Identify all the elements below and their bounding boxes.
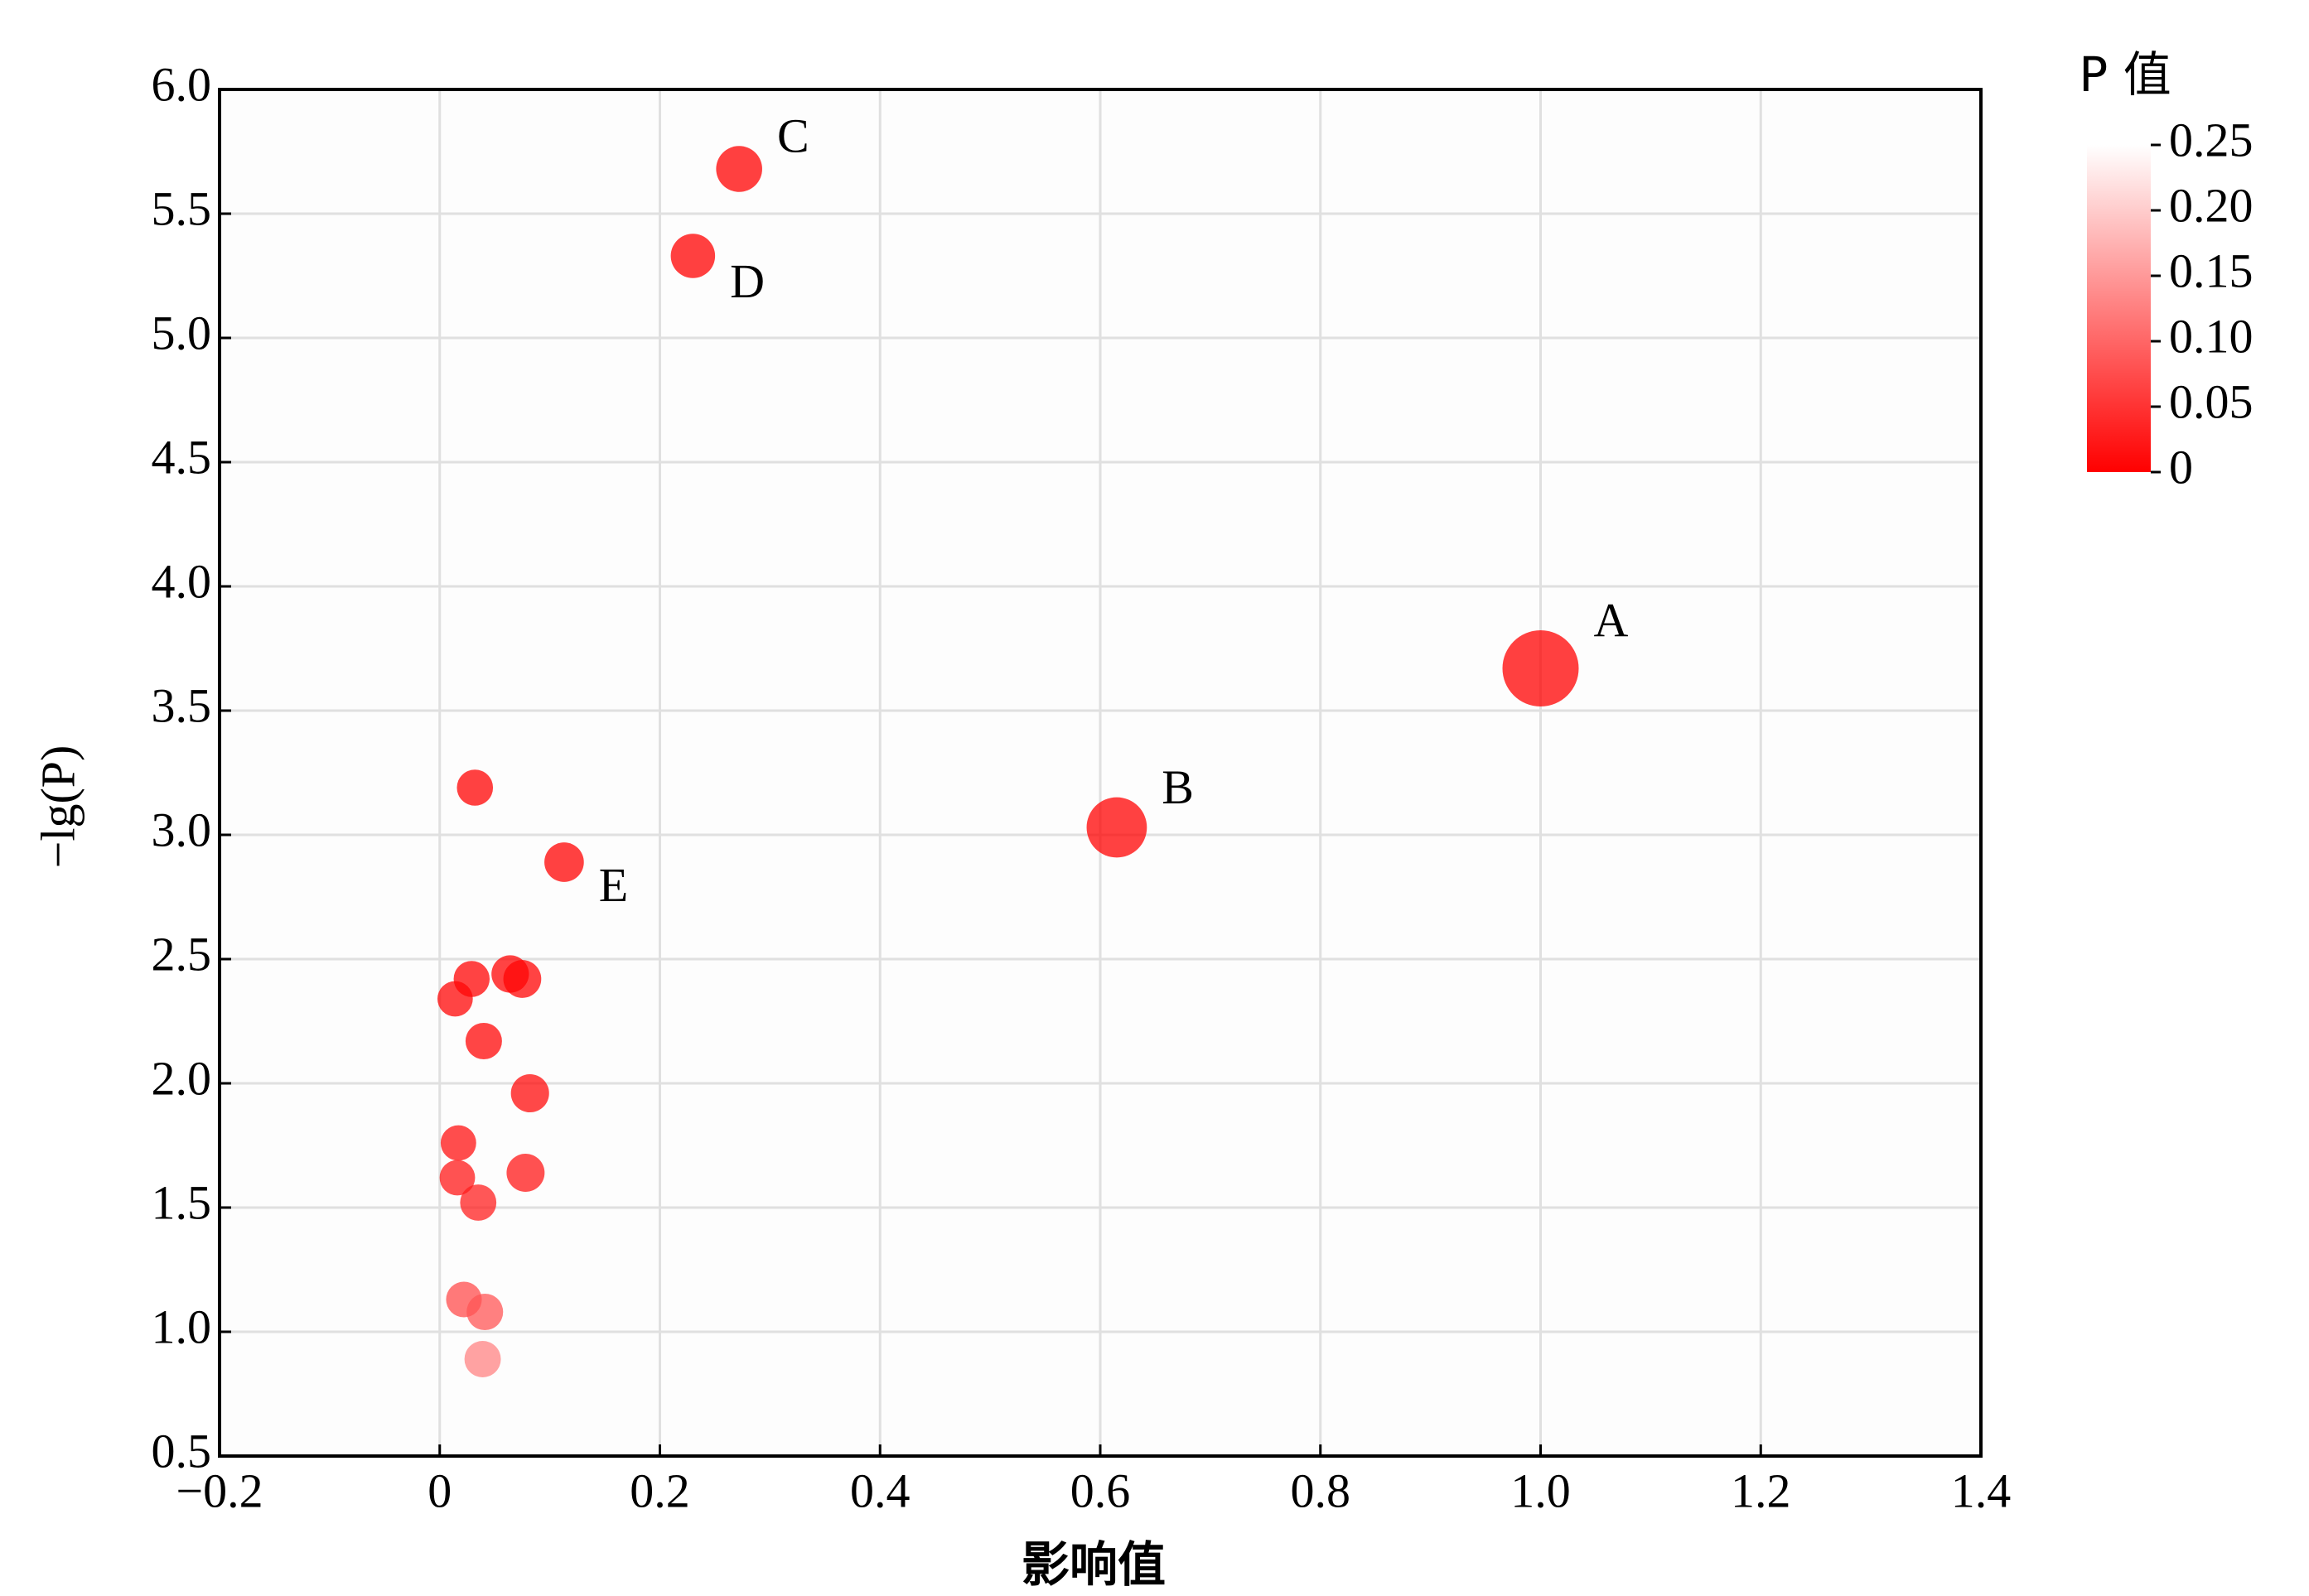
colorbar-tick-label: 0	[2169, 440, 2193, 494]
point-label: C	[777, 109, 809, 163]
y-axis-label: −lg(P)	[31, 745, 85, 869]
point	[437, 981, 473, 1017]
point-label: D	[730, 254, 765, 308]
point	[456, 769, 494, 806]
x-tick-label: 0.8	[1291, 1463, 1351, 1517]
x-tick-label: 1.2	[1731, 1463, 1791, 1517]
point	[506, 1154, 545, 1192]
x-tick-label: 1.0	[1510, 1463, 1571, 1517]
x-tick-label: 0	[428, 1463, 452, 1517]
point	[440, 1125, 476, 1161]
point	[716, 146, 762, 192]
x-tick-label: 0.4	[850, 1463, 911, 1517]
y-tick-label: 5.0	[152, 306, 212, 359]
point	[503, 960, 542, 998]
point-label: A	[1594, 593, 1629, 647]
point	[466, 1293, 504, 1331]
colorbar-tick-label: 0.25	[2169, 113, 2253, 166]
point	[1502, 630, 1579, 706]
y-tick-label: 1.0	[152, 1299, 212, 1353]
y-tick-label: 1.5	[152, 1175, 212, 1229]
colorbar-tick-label: 0.05	[2169, 374, 2253, 428]
point	[670, 234, 716, 278]
point	[439, 1160, 476, 1196]
point	[544, 842, 584, 882]
point-label: B	[1162, 760, 1194, 814]
y-tick-label: 4.0	[152, 554, 212, 608]
colorbar-tick-label: 0.10	[2169, 309, 2253, 363]
x-tick-label: 0.6	[1070, 1463, 1131, 1517]
y-tick-label: 4.5	[152, 430, 212, 484]
x-tick-label: 1.4	[1951, 1463, 2012, 1517]
y-tick-label: 2.5	[152, 927, 212, 981]
point	[510, 1073, 549, 1113]
x-tick-label: 0.2	[630, 1463, 690, 1517]
plot-frame	[218, 88, 1983, 1458]
y-tick-label: 6.0	[152, 57, 212, 111]
x-tick-label: −0.2	[176, 1463, 263, 1517]
y-tick-label: 2.0	[152, 1051, 212, 1105]
y-tick-label: 0.5	[152, 1424, 212, 1478]
colorbar	[2087, 145, 2151, 472]
point	[464, 1341, 501, 1377]
point	[1086, 797, 1147, 858]
point-label: E	[599, 858, 628, 912]
y-tick-label: 5.5	[152, 181, 212, 235]
y-tick-label: 3.0	[152, 803, 212, 856]
colorbar-tick-label: 0.15	[2169, 243, 2253, 297]
point	[465, 1023, 502, 1059]
x-axis-label: 影响值	[1022, 1536, 1166, 1593]
y-tick-label: 3.5	[152, 678, 212, 732]
point	[460, 1184, 497, 1221]
colorbar-title: P 值	[2079, 46, 2171, 103]
colorbar-tick-label: 0.20	[2169, 178, 2253, 232]
